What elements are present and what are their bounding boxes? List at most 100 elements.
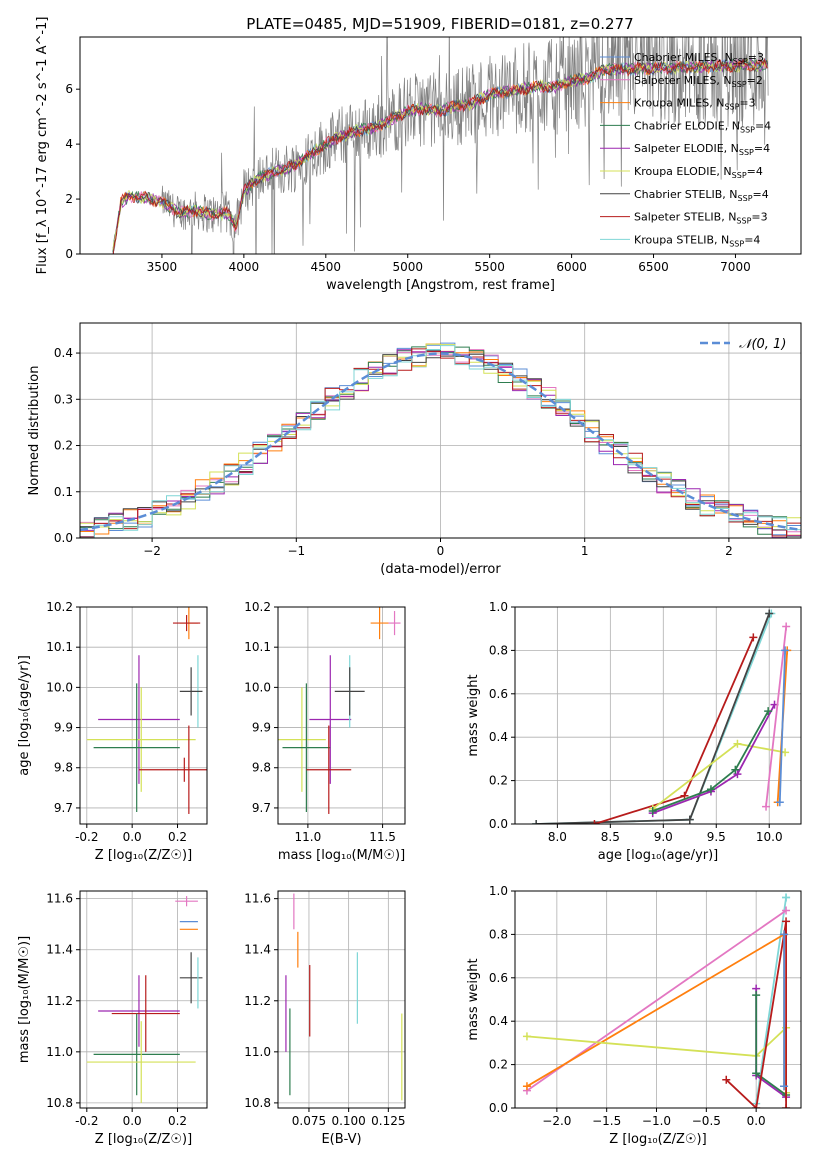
- spectrum-model-line: [112, 57, 768, 254]
- mass-weight-vs-age-plot-area: [532, 609, 792, 824]
- mass-weight-marker: [782, 893, 791, 902]
- mass-vs-ebv-ytick-label: 11.4: [244, 943, 271, 957]
- normal-curve: [80, 352, 801, 532]
- residuals-xtick-label: −2: [143, 544, 161, 558]
- age-vs-mass-xtick-label: 11.0: [295, 830, 322, 844]
- spectrum-xtick-label: 5500: [474, 260, 505, 274]
- mass-weight-marker: [780, 930, 789, 939]
- mass-weight-line: [778, 650, 786, 803]
- mass-vs-ebv-grid: [278, 891, 405, 1108]
- legend-entry: Kroupa STELIB, NSSP=4: [634, 233, 760, 248]
- residuals-ytick-label: 0.1: [54, 485, 73, 499]
- age-vs-mass-xlabel: mass [log₁₀(M/M☉)]: [278, 848, 405, 863]
- mass-weight-vs-Z-xtick-label: −1.5: [592, 1114, 621, 1128]
- mass-weight-marker: [522, 1082, 531, 1091]
- mass-weight-vs-Z-frame: [514, 890, 802, 1109]
- chart-panels: 3500 4000 4500 5000 5500 6000 6500 7000 0 2 4 6 wave…: [17, 17, 802, 1147]
- mass-weight-vs-Z-ytick-label: 0.2: [489, 1058, 508, 1072]
- residuals-xtick-label: −1: [287, 544, 305, 558]
- mass-weight-marker: [752, 1069, 761, 1078]
- mass-vs-Z-ytick-label: 11.2: [46, 994, 73, 1008]
- mass-weight-line: [536, 612, 773, 824]
- mass-weight-vs-age-grid: [515, 606, 801, 825]
- mass-vs-Z-ytick-label: 10.8: [46, 1096, 73, 1110]
- mass-vs-ebv-xtick-label: 0.100: [331, 1114, 365, 1128]
- mass-vs-Z-ylabel: mass [log₁₀(M/M☉)]: [17, 936, 32, 1063]
- spectrum-xlabel: wavelength [Angstrom, rest frame]: [326, 278, 555, 293]
- mass-weight-vs-age-axes: 8.0 8.5 9.0 9.5 10.0 0.0 0.2 0.4 0.6 0.8 1.0 age [l…: [466, 600, 802, 863]
- residuals-xtick-label: 1: [581, 544, 589, 558]
- age-vs-mass-frame: [277, 606, 406, 825]
- mass-weight-vs-Z-ytick-label: 0.6: [489, 971, 508, 985]
- mass-weight-marker: [781, 748, 790, 757]
- mass-vs-ebv-ytick-label: 11.0: [244, 1045, 271, 1059]
- mass-weight-vs-age-ytick-label: 0.0: [489, 817, 508, 831]
- legend-entry: 𝒩(0, 1): [739, 337, 786, 352]
- spectrum-axes: 3500 4000 4500 5000 5500 6000 6500 7000 0 2 4 6 wave…: [35, 17, 802, 293]
- mass-weight-vs-age-ytick-label: 0.8: [489, 643, 508, 657]
- legend-entry: Chabrier MILES, NSSP=3: [634, 51, 764, 66]
- residuals-ytick-label: 0.4: [54, 346, 73, 360]
- mass-vs-Z-grid: [80, 891, 207, 1108]
- mass-weight-vs-Z-ylabel: mass weight: [466, 958, 481, 1040]
- mass-weight-marker: [648, 806, 657, 815]
- mass-weight-vs-age-ytick-label: 0.4: [489, 730, 508, 744]
- mass-weight-vs-Z-xtick-label: −1.0: [642, 1114, 671, 1128]
- mass-weight-marker: [775, 798, 784, 807]
- mass-vs-Z-panel: -0.2 0.0 0.2 10.8 11.0 11.2 11.4 11.6 Z [log₁₀(Z…: [17, 890, 208, 1147]
- mass-vs-Z-xtick-label: -0.2: [75, 1114, 98, 1128]
- mass-weight-line: [765, 626, 788, 807]
- age-vs-mass-plot-area: [278, 607, 401, 814]
- mass-weight-marker: [733, 739, 742, 748]
- mass-vs-ebv-frame: [277, 890, 406, 1109]
- spectrum-model-line: [112, 57, 768, 254]
- age-vs-mass-axes: 11.0 11.5 9.7 9.8 9.9 10.0 10.1 10.2 mass [log₁₀…: [244, 600, 406, 863]
- mass-weight-marker: [781, 646, 790, 655]
- spectrum-xtick-label: 6000: [556, 260, 587, 274]
- age-vs-Z-ytick-label: 9.8: [54, 761, 73, 775]
- age-vs-Z-xtick-label: -0.2: [75, 830, 98, 844]
- mass-weight-vs-age-ytick-label: 0.2: [489, 774, 508, 788]
- spectrum-ytick-label: 4: [65, 137, 73, 151]
- mass-weight-vs-Z-ytick-label: 0.0: [489, 1101, 508, 1115]
- residuals-panel: −2 −1 0 1 2 0.0 0.1 0.2 0.3 0.4 (data-model)/error…: [27, 322, 802, 577]
- spectrum-model-line: [112, 57, 768, 250]
- mass-vs-Z-plot-area: [86, 896, 203, 1103]
- age-vs-mass-ytick-label: 9.9: [252, 721, 271, 735]
- residuals-ytick-label: 0.0: [54, 531, 73, 545]
- age-vs-Z-ytick-label: 10.0: [46, 680, 73, 694]
- figure-title: PLATE=0485, MJD=51909, FIBERID=0181, z=0…: [246, 15, 633, 33]
- mass-weight-line: [725, 921, 787, 1108]
- mass-vs-ebv-xtick-label: 0.125: [371, 1114, 405, 1128]
- residuals-xtick-label: 2: [725, 544, 733, 558]
- age-vs-mass-xtick-label: 11.5: [369, 830, 396, 844]
- legend-entry: Kroupa MILES, NSSP=3: [634, 97, 756, 112]
- mass-weight-vs-Z-ytick-label: 0.4: [489, 1014, 508, 1028]
- mass-vs-ebv-ytick-label: 11.2: [244, 994, 271, 1008]
- mass-weight-marker: [532, 820, 541, 824]
- age-vs-Z-ylabel: age [log₁₀(age/yr)]: [17, 655, 32, 776]
- spectrum-xtick-label: 6500: [638, 260, 669, 274]
- mass-vs-ebv-axes: 0.075 0.100 0.125 10.8 11.0 11.2 11.4 11.6 E(B-V…: [244, 890, 406, 1147]
- mass-weight-marker: [722, 1075, 731, 1084]
- residuals-xlabel: (data-model)/error: [380, 562, 501, 577]
- residuals-ytick-label: 0.3: [54, 392, 73, 406]
- mass-weight-marker: [752, 991, 761, 1000]
- spectrum-xtick-label: 5000: [392, 260, 423, 274]
- mass-weight-marker: [733, 770, 742, 779]
- mass-vs-Z-ytick-label: 11.0: [46, 1045, 73, 1059]
- age-vs-mass-ytick-label: 10.2: [244, 600, 271, 614]
- mass-weight-vs-age-xtick-label: 9.5: [707, 830, 726, 844]
- mass-weight-vs-age-xtick-label: 10.0: [756, 830, 783, 844]
- mass-weight-vs-age-xlabel: age [log₁₀(age/yr)]: [598, 848, 719, 863]
- age-vs-Z-ytick-label: 10.1: [46, 640, 73, 654]
- age-vs-mass-ytick-label: 10.0: [244, 680, 271, 694]
- mass-weight-vs-Z-ytick-label: 1.0: [489, 884, 508, 898]
- age-vs-Z-xlabel: Z [log₁₀(Z/Z☉)]: [95, 848, 192, 863]
- residuals-legend: 𝒩(0, 1): [700, 337, 786, 352]
- mass-weight-line: [536, 613, 771, 824]
- mass-vs-Z-xlabel: Z [log₁₀(Z/Z☉)]: [95, 1132, 192, 1147]
- spectrum-xtick-label: 4000: [229, 260, 260, 274]
- mass-weight-vs-age-frame: [514, 606, 802, 825]
- age-vs-Z-xtick-label: 0.0: [123, 830, 142, 844]
